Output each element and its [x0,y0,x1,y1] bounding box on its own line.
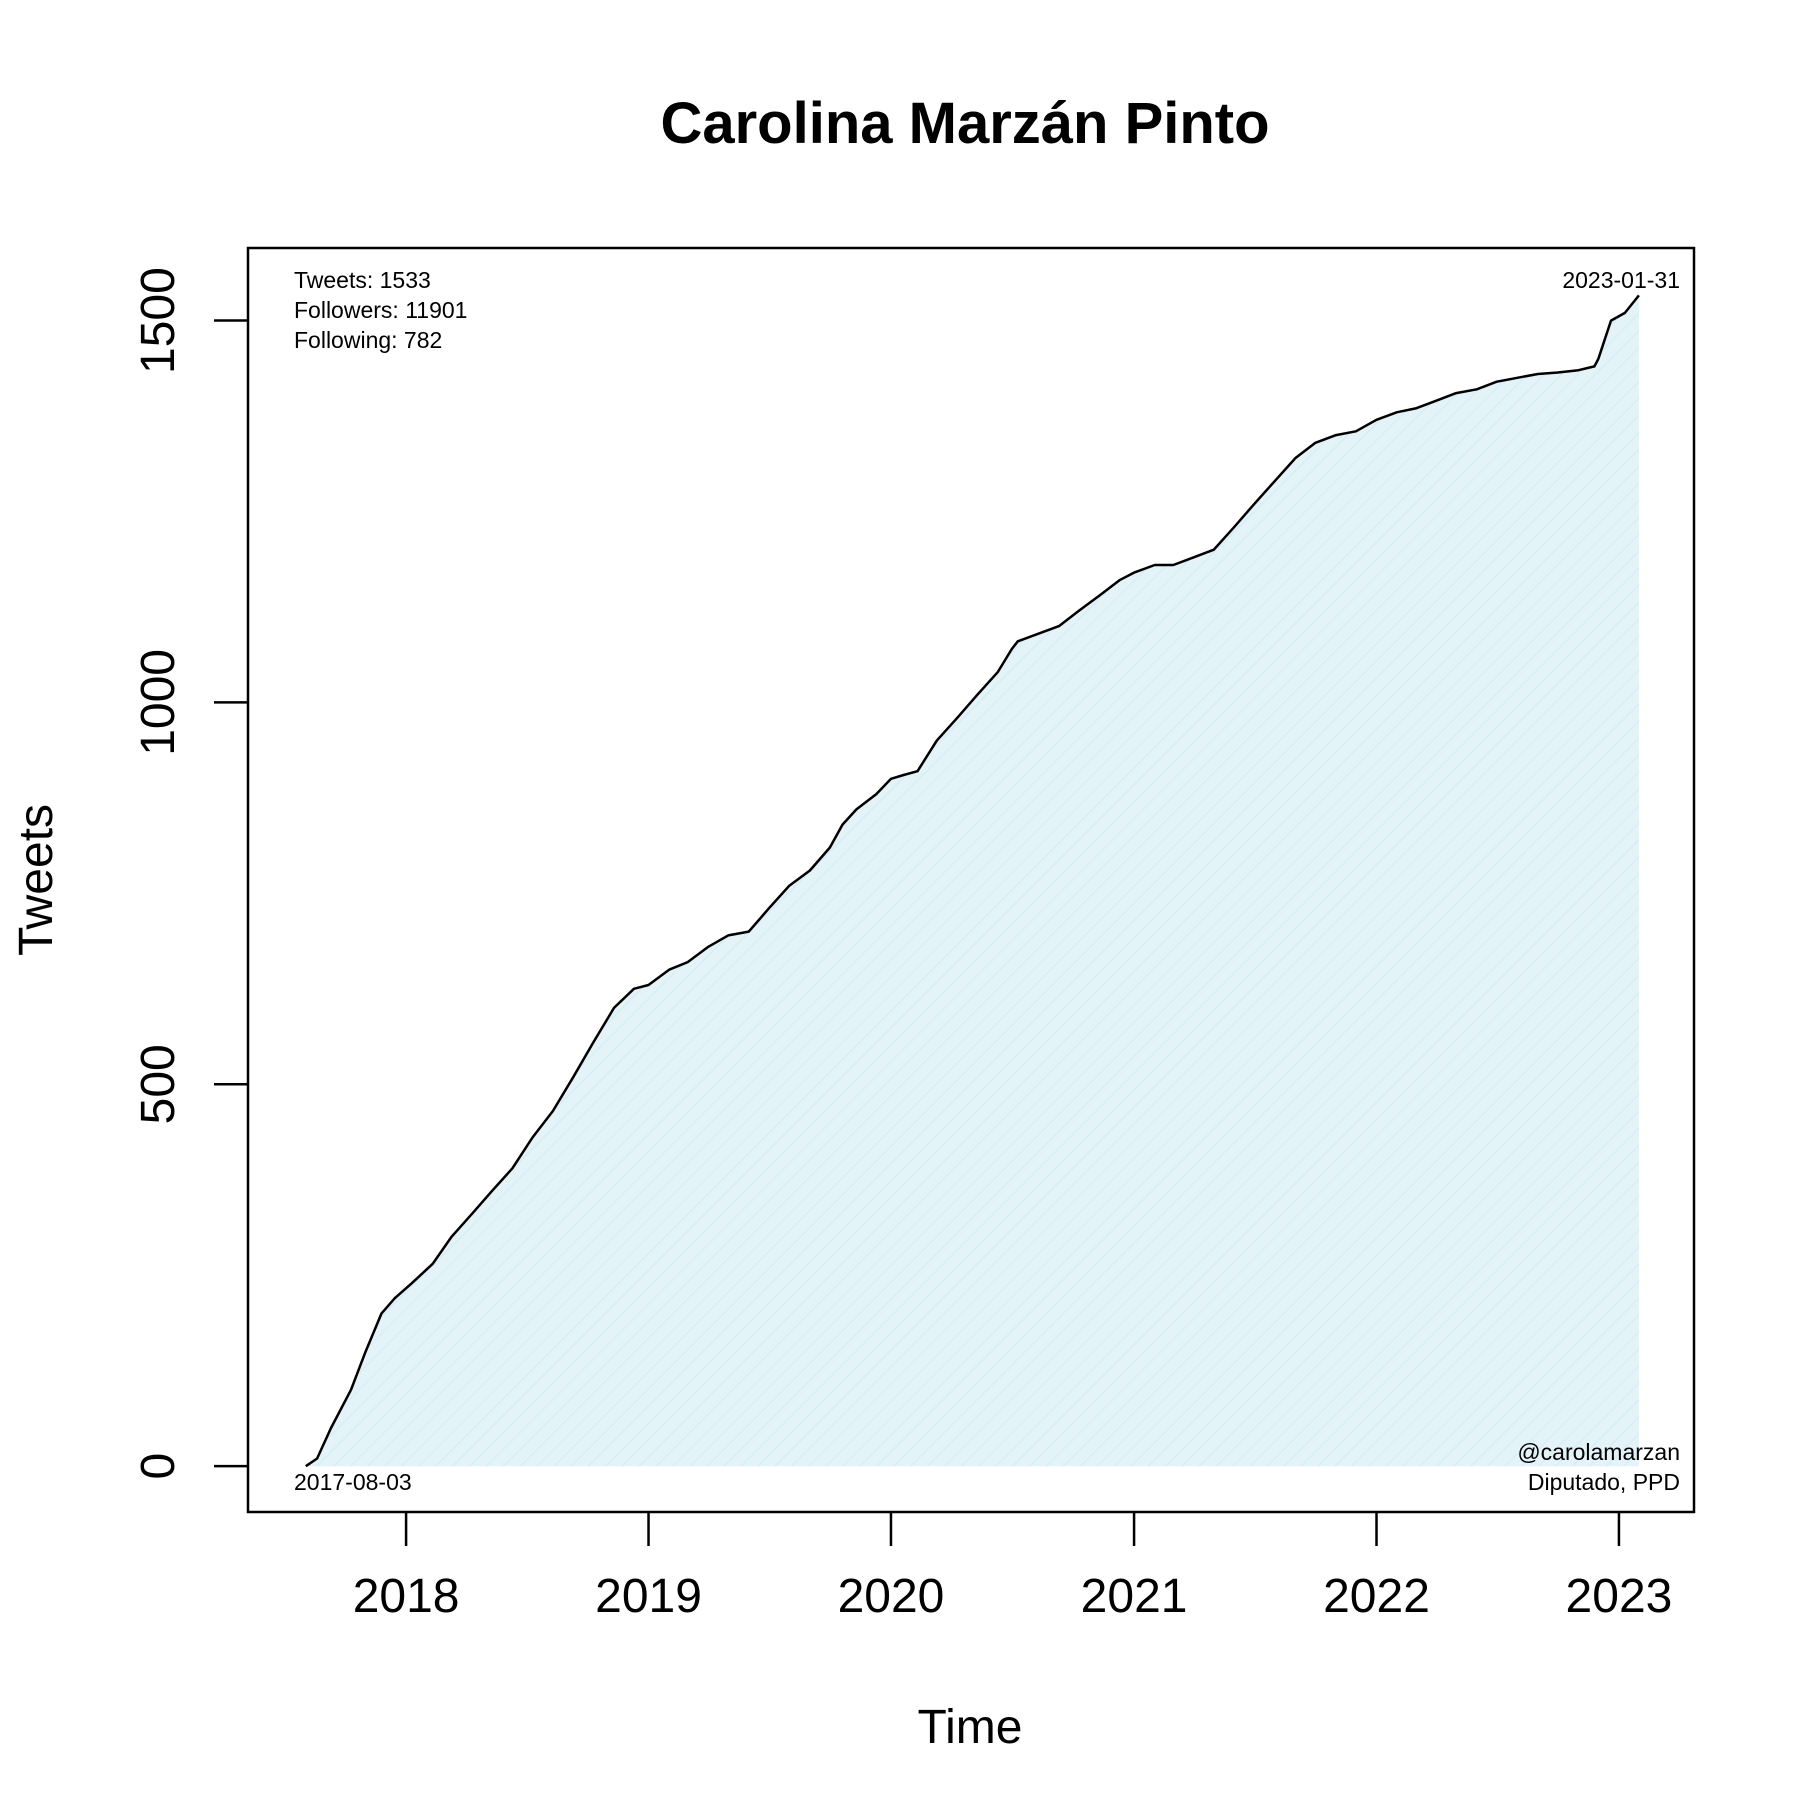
series-line [305,294,1640,1468]
x-axis-label: Time [918,1701,1023,1754]
plot-area [305,294,1640,1468]
handle-label: @carolamarzan [1517,1439,1680,1465]
x-tick-label: 2023 [1566,1570,1673,1623]
stat-followers: Followers: 11901 [294,297,467,323]
end-date-label: 2023-01-31 [1562,267,1680,293]
area-hatch [305,295,1639,1467]
plot-frame [246,246,1696,1514]
x-axis: 2018 2019 2020 2021 2022 2023 [353,1512,1673,1623]
y-tick-label: 500 [132,1044,185,1124]
y-tick-label: 1000 [132,649,185,756]
y-axis-label: Tweets [10,804,63,956]
x-tick-label: 2019 [595,1570,702,1623]
x-tick-label: 2022 [1323,1570,1430,1623]
y-tick-label: 1500 [132,267,185,374]
chart-title: Carolina Marzán Pinto [660,91,1269,156]
role-label: Diputado, PPD [1528,1469,1680,1495]
start-date-label: 2017-08-03 [294,1469,412,1495]
stat-tweets: Tweets: 1533 [294,267,431,293]
stat-following: Following: 782 [294,327,442,353]
x-tick-label: 2020 [838,1570,945,1623]
x-tick-label: 2018 [353,1570,460,1623]
y-axis: 0 500 1000 1500 [132,267,248,1480]
y-tick-label: 0 [132,1453,185,1480]
x-tick-label: 2021 [1081,1570,1188,1623]
